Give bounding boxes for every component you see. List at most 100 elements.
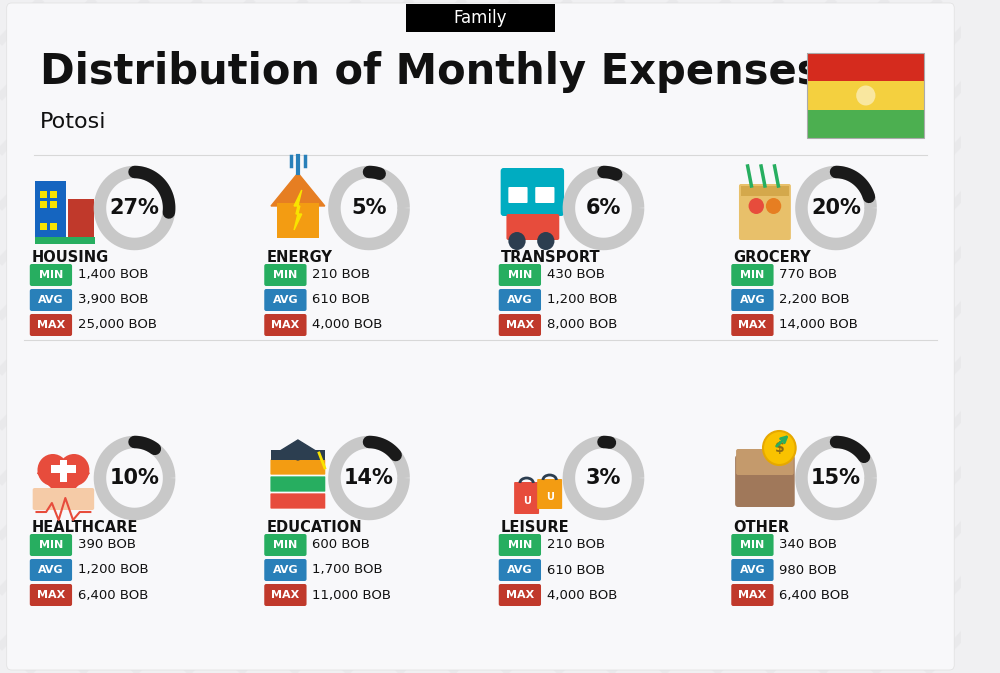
- FancyBboxPatch shape: [30, 534, 72, 556]
- Circle shape: [508, 232, 526, 250]
- FancyBboxPatch shape: [271, 450, 325, 460]
- Text: 600 BOB: 600 BOB: [312, 538, 370, 551]
- FancyBboxPatch shape: [506, 214, 559, 240]
- FancyBboxPatch shape: [50, 201, 57, 208]
- Text: 10%: 10%: [110, 468, 159, 488]
- Text: GROCERY: GROCERY: [733, 250, 811, 266]
- FancyBboxPatch shape: [30, 314, 72, 336]
- Text: AVG: AVG: [740, 295, 765, 305]
- FancyBboxPatch shape: [277, 203, 319, 238]
- Text: HOUSING: HOUSING: [32, 250, 109, 266]
- FancyBboxPatch shape: [264, 314, 307, 336]
- FancyBboxPatch shape: [270, 459, 326, 475]
- FancyBboxPatch shape: [499, 584, 541, 606]
- Text: MAX: MAX: [37, 590, 65, 600]
- FancyBboxPatch shape: [406, 4, 555, 32]
- Text: MAX: MAX: [271, 320, 300, 330]
- Polygon shape: [37, 473, 89, 500]
- Text: 390 BOB: 390 BOB: [78, 538, 136, 551]
- Text: TRANSPORT: TRANSPORT: [501, 250, 600, 266]
- Text: MIN: MIN: [740, 540, 765, 550]
- Text: 610 BOB: 610 BOB: [547, 563, 605, 577]
- Text: 430 BOB: 430 BOB: [547, 269, 605, 281]
- Text: 980 BOB: 980 BOB: [779, 563, 837, 577]
- Text: ENERGY: ENERGY: [266, 250, 332, 266]
- FancyBboxPatch shape: [499, 289, 541, 311]
- Text: $: $: [774, 441, 784, 455]
- Text: 6,400 BOB: 6,400 BOB: [779, 588, 850, 602]
- FancyBboxPatch shape: [264, 264, 307, 286]
- Text: MAX: MAX: [738, 590, 767, 600]
- FancyBboxPatch shape: [735, 455, 795, 507]
- FancyBboxPatch shape: [499, 534, 541, 556]
- Text: MIN: MIN: [273, 270, 298, 280]
- Text: AVG: AVG: [507, 565, 533, 575]
- FancyBboxPatch shape: [40, 223, 47, 230]
- FancyBboxPatch shape: [501, 168, 564, 216]
- Text: Potosi: Potosi: [40, 112, 107, 132]
- FancyBboxPatch shape: [535, 187, 554, 203]
- Text: AVG: AVG: [273, 295, 298, 305]
- Text: 6%: 6%: [586, 198, 621, 218]
- Text: U: U: [523, 496, 531, 506]
- Text: 3%: 3%: [586, 468, 621, 488]
- Text: 25,000 BOB: 25,000 BOB: [78, 318, 157, 332]
- FancyBboxPatch shape: [40, 201, 47, 208]
- Text: EDUCATION: EDUCATION: [266, 520, 362, 536]
- FancyBboxPatch shape: [270, 476, 326, 492]
- Text: 11,000 BOB: 11,000 BOB: [312, 588, 391, 602]
- FancyBboxPatch shape: [731, 534, 774, 556]
- FancyBboxPatch shape: [264, 289, 307, 311]
- FancyBboxPatch shape: [537, 479, 562, 509]
- FancyBboxPatch shape: [30, 264, 72, 286]
- Circle shape: [537, 232, 554, 250]
- Text: 1,200 BOB: 1,200 BOB: [78, 563, 148, 577]
- FancyBboxPatch shape: [264, 559, 307, 581]
- Text: 1,700 BOB: 1,700 BOB: [312, 563, 383, 577]
- Text: AVG: AVG: [740, 565, 765, 575]
- FancyBboxPatch shape: [499, 314, 541, 336]
- Circle shape: [763, 431, 796, 465]
- Text: 20%: 20%: [811, 198, 861, 218]
- Circle shape: [37, 454, 68, 486]
- FancyBboxPatch shape: [807, 81, 924, 110]
- FancyBboxPatch shape: [731, 314, 774, 336]
- FancyBboxPatch shape: [30, 559, 72, 581]
- Polygon shape: [294, 190, 302, 230]
- FancyBboxPatch shape: [50, 223, 57, 230]
- Text: MIN: MIN: [508, 540, 532, 550]
- Text: HEALTHCARE: HEALTHCARE: [32, 520, 138, 536]
- Text: Distribution of Monthly Expenses: Distribution of Monthly Expenses: [40, 51, 822, 93]
- Polygon shape: [271, 173, 325, 206]
- Text: 15%: 15%: [811, 468, 861, 488]
- FancyBboxPatch shape: [741, 186, 789, 196]
- Text: 340 BOB: 340 BOB: [779, 538, 837, 551]
- Text: MAX: MAX: [37, 320, 65, 330]
- FancyBboxPatch shape: [807, 53, 924, 81]
- Text: MIN: MIN: [39, 540, 63, 550]
- Text: MAX: MAX: [506, 590, 534, 600]
- FancyBboxPatch shape: [35, 238, 95, 244]
- FancyBboxPatch shape: [499, 264, 541, 286]
- FancyBboxPatch shape: [731, 584, 774, 606]
- Text: 8,000 BOB: 8,000 BOB: [547, 318, 617, 332]
- Text: 27%: 27%: [110, 198, 159, 218]
- Text: 1,400 BOB: 1,400 BOB: [78, 269, 148, 281]
- Text: 610 BOB: 610 BOB: [312, 293, 370, 306]
- FancyBboxPatch shape: [51, 465, 76, 473]
- Text: 3,900 BOB: 3,900 BOB: [78, 293, 148, 306]
- Circle shape: [59, 454, 89, 486]
- FancyBboxPatch shape: [731, 559, 774, 581]
- Circle shape: [856, 85, 875, 106]
- FancyBboxPatch shape: [731, 264, 774, 286]
- Text: MAX: MAX: [738, 320, 767, 330]
- Text: 2,200 BOB: 2,200 BOB: [779, 293, 850, 306]
- Text: MAX: MAX: [271, 590, 300, 600]
- Text: MIN: MIN: [740, 270, 765, 280]
- FancyBboxPatch shape: [33, 488, 94, 510]
- FancyBboxPatch shape: [499, 559, 541, 581]
- Circle shape: [766, 198, 781, 214]
- Text: 6,400 BOB: 6,400 BOB: [78, 588, 148, 602]
- Text: MIN: MIN: [39, 270, 63, 280]
- Circle shape: [749, 198, 764, 214]
